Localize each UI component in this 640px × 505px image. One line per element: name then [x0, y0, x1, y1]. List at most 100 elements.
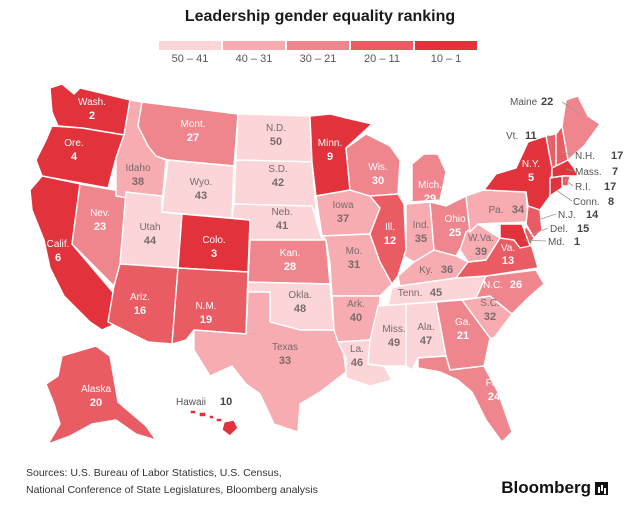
label-mi-rank: 29	[424, 193, 436, 205]
label-ky-name: Ky.	[419, 265, 433, 276]
states-layer	[29, 83, 601, 445]
label-wi-rank: 30	[372, 175, 384, 187]
label-nv-name: Nev.	[90, 208, 110, 219]
state-or[interactable]	[35, 125, 125, 189]
state-wy[interactable]	[161, 159, 235, 219]
legend-item-10-1: 10 – 1	[415, 41, 477, 69]
state-ak[interactable]	[45, 345, 157, 445]
label-ks-name: Kan.	[280, 248, 301, 259]
label-wv-rank: 39	[475, 246, 487, 258]
label-me-name: Maine	[510, 97, 538, 108]
legend-swatch	[351, 41, 413, 50]
label-ak-rank: 20	[90, 397, 102, 409]
label-nm-name: N.M.	[195, 301, 216, 312]
label-mt-name: Mont.	[180, 119, 205, 130]
label-id-name: Idaho	[125, 163, 150, 174]
state-ct[interactable]	[549, 175, 563, 197]
label-mo-rank: 31	[348, 259, 360, 271]
label-ri-name: R.I.	[575, 182, 591, 193]
state-tx[interactable]	[193, 291, 347, 433]
label-tn-rank: 45	[430, 287, 442, 299]
label-ks-rank: 28	[284, 261, 296, 273]
sources-line: Sources: U.S. Bureau of Labor Statistics…	[26, 467, 282, 479]
label-mo-name: Mo.	[346, 246, 363, 257]
state-nj[interactable]	[525, 205, 543, 239]
label-me-rank: 22	[541, 96, 553, 108]
label-nj-rank: 14	[586, 209, 599, 221]
label-or-name: Ore.	[64, 138, 83, 149]
label-wi-name: Wis.	[368, 162, 387, 173]
label-hi-name: Hawaii	[176, 397, 206, 408]
label-ia-name: Iowa	[332, 200, 354, 211]
label-wa-rank: 2	[89, 110, 95, 122]
label-nh-rank: 17	[611, 150, 623, 162]
legend-label: 30 – 21	[299, 53, 337, 65]
legend-item-30-21: 30 – 21	[287, 41, 349, 69]
legend-label: 20 – 11	[364, 53, 400, 65]
label-pa-name: Pa.	[488, 205, 503, 216]
label-hi-rank: 10	[220, 396, 232, 408]
legend-label: 50 – 41	[171, 53, 209, 65]
label-oh-rank: 25	[449, 227, 461, 239]
label-co-rank: 3	[211, 248, 217, 260]
label-nj-name: N.J.	[558, 210, 576, 221]
label-la-rank: 46	[351, 357, 363, 369]
state-mi[interactable]	[411, 153, 447, 203]
legend-label: 40 – 31	[235, 53, 273, 65]
label-nd-name: N.D.	[266, 123, 286, 134]
label-fl-rank: 24	[488, 391, 501, 403]
state-il[interactable]	[369, 193, 407, 285]
label-pa-rank: 34	[512, 204, 525, 216]
label-or-rank: 4	[71, 151, 78, 163]
label-sc-name: S.C.	[480, 298, 499, 309]
bloomberg-chart-icon	[595, 481, 608, 495]
label-sd-name: S.D.	[268, 164, 287, 175]
label-mi-name: Mich.	[418, 180, 442, 191]
label-md-name: Md.	[548, 237, 565, 248]
label-nm-rank: 19	[200, 314, 212, 326]
label-mt-rank: 27	[187, 132, 199, 144]
state-fl[interactable]	[417, 355, 513, 443]
chart-title: Leadership gender equality ranking	[184, 8, 456, 25]
label-il-rank: 12	[384, 235, 396, 247]
label-mn-name: Minn.	[318, 138, 342, 149]
label-ca-rank: 6	[55, 252, 61, 264]
label-ct-rank: 8	[608, 196, 614, 208]
label-ma-rank: 7	[612, 166, 618, 178]
label-mn-rank: 9	[327, 151, 333, 163]
label-ok-name: Okla.	[288, 290, 311, 301]
label-sd-rank: 42	[272, 177, 284, 189]
label-ny-rank: 5	[528, 172, 534, 184]
label-va-rank: 13	[502, 255, 514, 267]
state-md[interactable]	[499, 223, 531, 249]
legend-swatch	[159, 41, 221, 50]
legend-swatch	[415, 41, 477, 50]
label-az-name: Ariz.	[130, 292, 150, 303]
label-wy-rank: 43	[195, 190, 207, 202]
label-ia-rank: 37	[337, 213, 349, 225]
state-sd[interactable]	[233, 159, 317, 211]
label-wv-name: W.Va.	[468, 233, 494, 244]
legend: 50 – 41 40 – 31 30 – 21 20 – 11 10 – 1	[159, 41, 479, 69]
label-in-name: Ind.	[413, 220, 430, 231]
label-ne-name: Neb.	[271, 207, 292, 218]
legend-label: 10 – 1	[430, 53, 462, 65]
label-ut-name: Utah	[139, 222, 160, 233]
label-vt-name: Vt.	[506, 131, 518, 142]
state-wi[interactable]	[345, 133, 401, 197]
state-wv[interactable]	[459, 223, 501, 263]
label-md-rank: 1	[574, 236, 580, 248]
state-hi[interactable]	[189, 409, 239, 437]
state-me[interactable]	[561, 95, 601, 161]
label-ar-name: Ark.	[347, 299, 365, 310]
label-wa-name: Wash.	[78, 97, 106, 108]
sources-line: National Conference of State Legislature…	[26, 484, 318, 496]
brand-name: Bloomberg	[501, 478, 591, 497]
brand-logo: Bloomberg	[501, 478, 608, 498]
label-vt-rank: 11	[525, 130, 537, 142]
state-az[interactable]	[107, 263, 179, 345]
legend-item-50-41: 50 – 41	[159, 41, 221, 69]
label-in-rank: 35	[415, 233, 427, 245]
label-az-rank: 16	[134, 305, 146, 317]
